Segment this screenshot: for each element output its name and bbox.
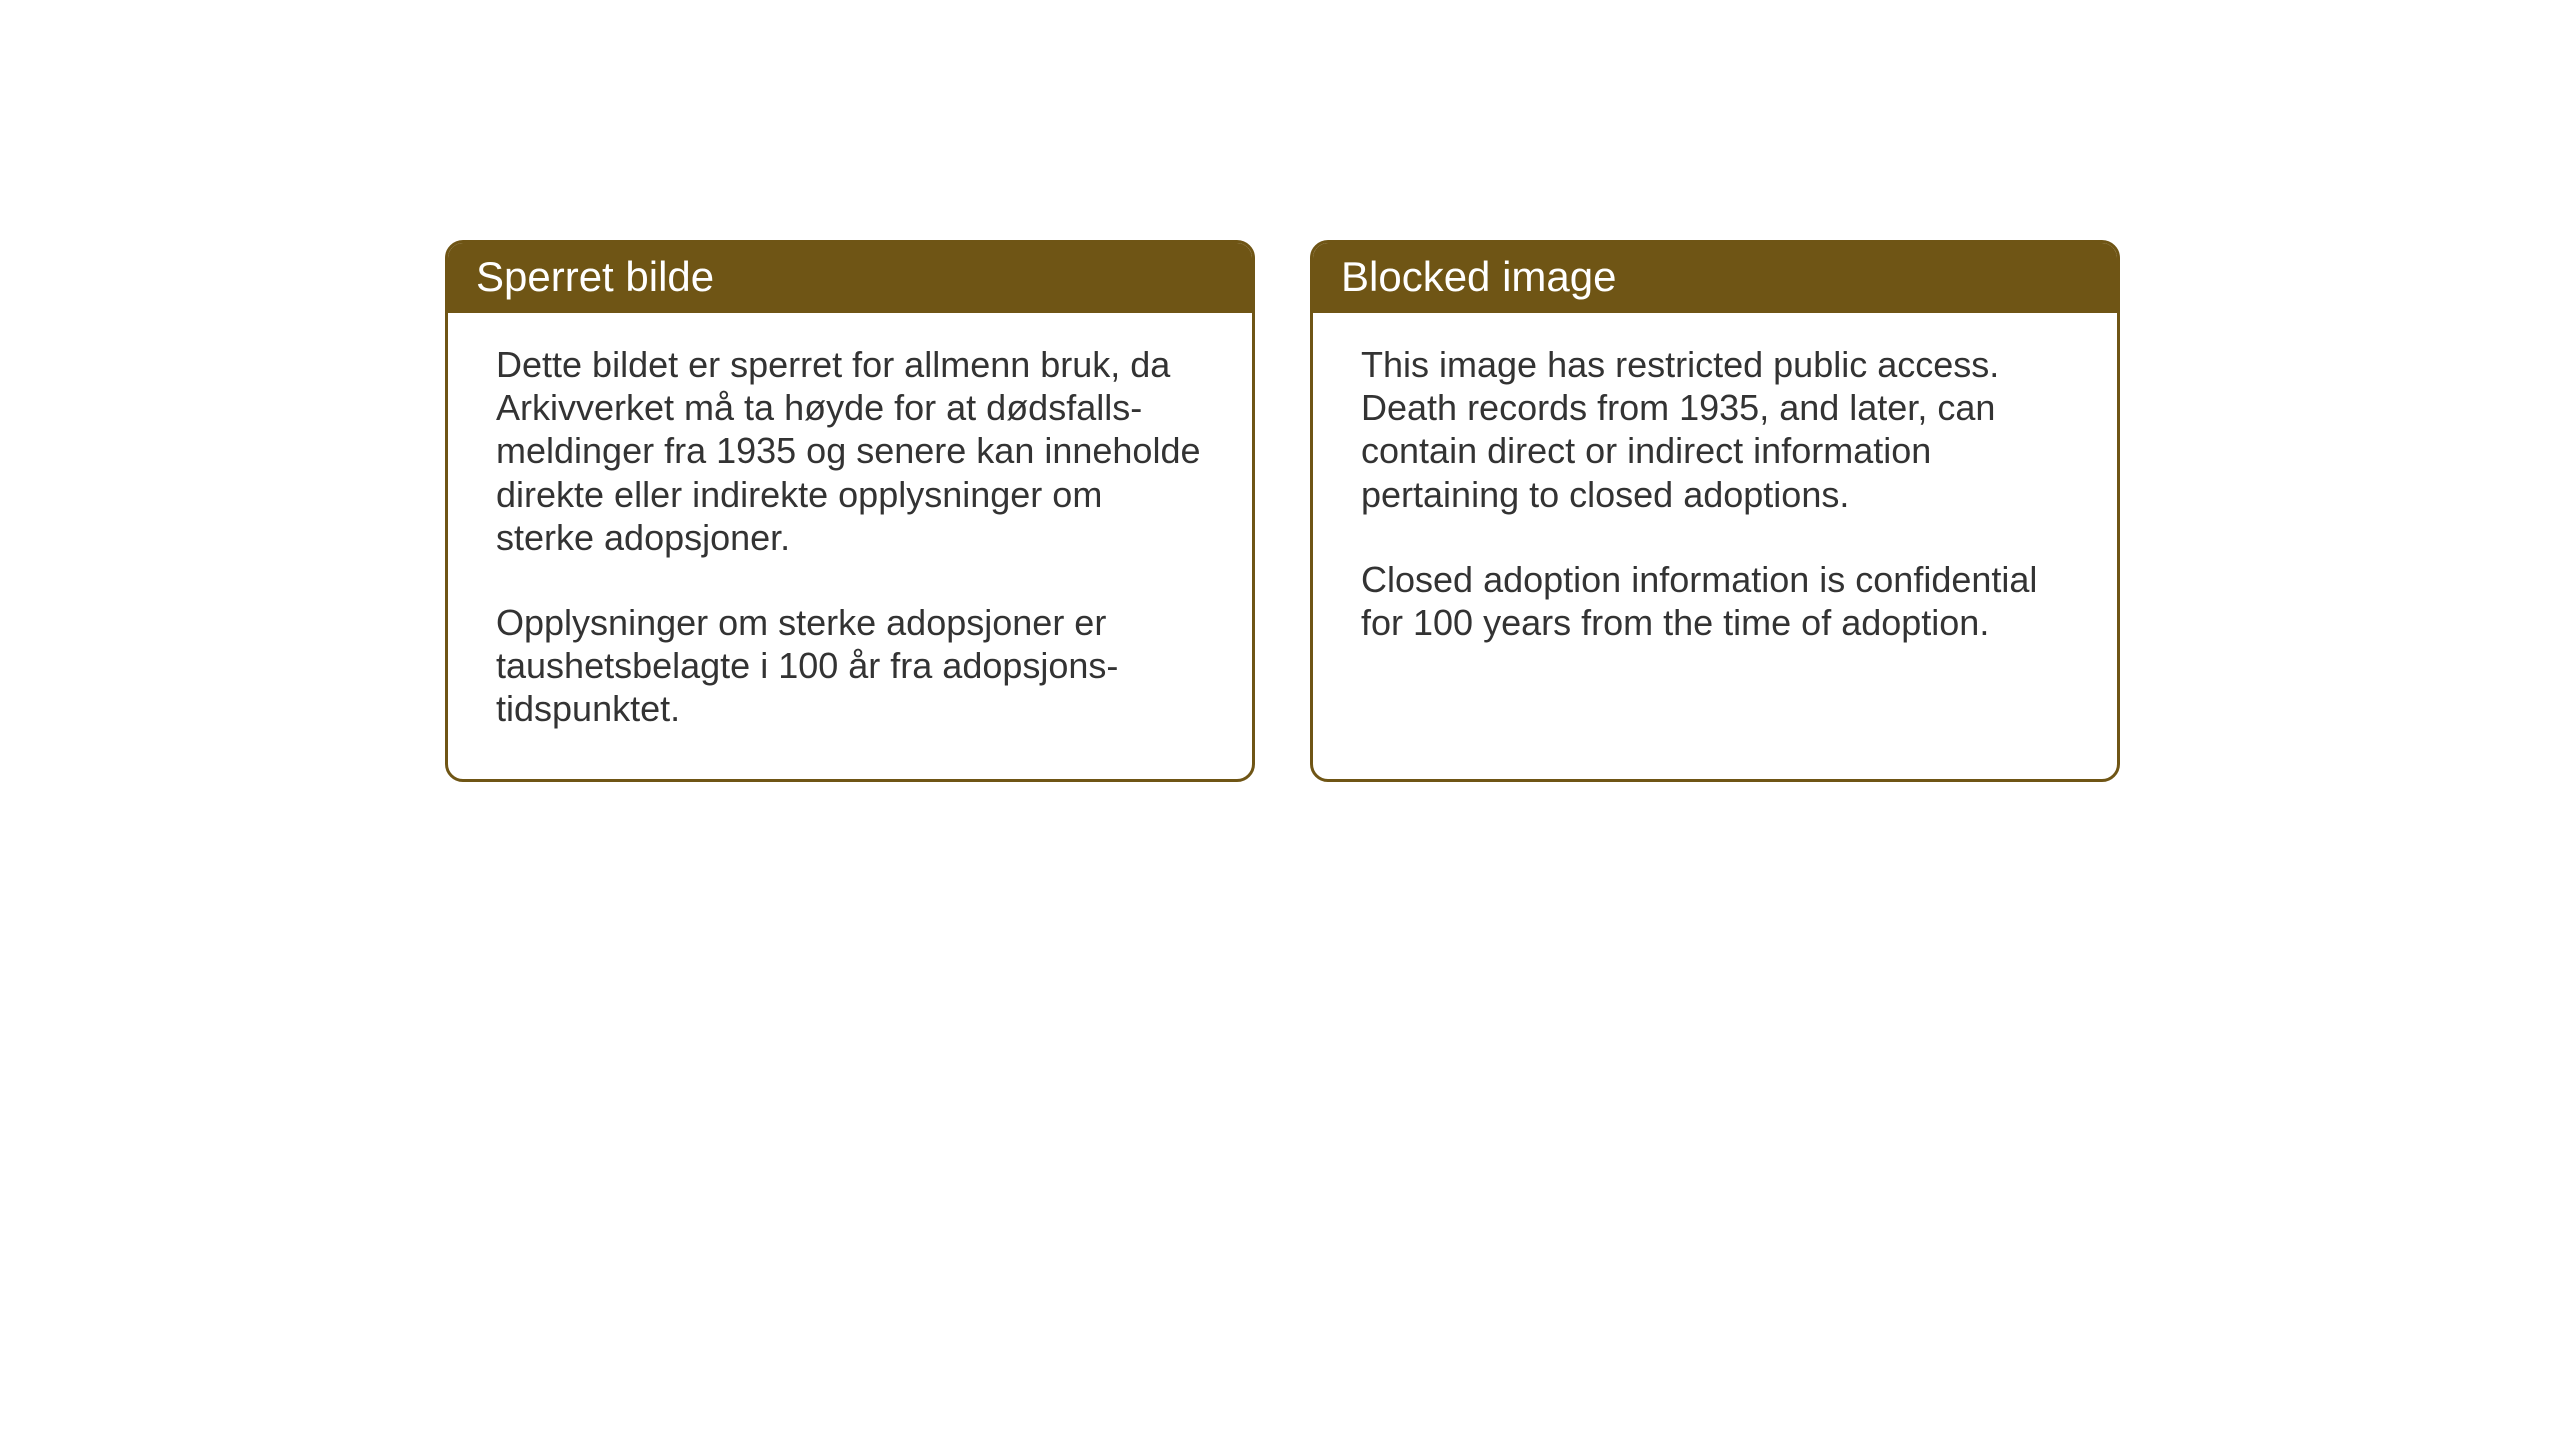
norwegian-paragraph-1: Dette bildet er sperret for allmenn bruk… xyxy=(496,343,1204,559)
english-paragraph-2: Closed adoption information is confident… xyxy=(1361,558,2069,644)
notice-container: Sperret bilde Dette bildet er sperret fo… xyxy=(445,240,2120,782)
norwegian-notice-card: Sperret bilde Dette bildet er sperret fo… xyxy=(445,240,1255,782)
english-card-title: Blocked image xyxy=(1313,243,2117,313)
english-paragraph-1: This image has restricted public access.… xyxy=(1361,343,2069,516)
english-card-body: This image has restricted public access.… xyxy=(1313,313,2117,692)
english-notice-card: Blocked image This image has restricted … xyxy=(1310,240,2120,782)
norwegian-card-body: Dette bildet er sperret for allmenn bruk… xyxy=(448,313,1252,779)
norwegian-paragraph-2: Opplysninger om sterke adopsjoner er tau… xyxy=(496,601,1204,731)
norwegian-card-title: Sperret bilde xyxy=(448,243,1252,313)
